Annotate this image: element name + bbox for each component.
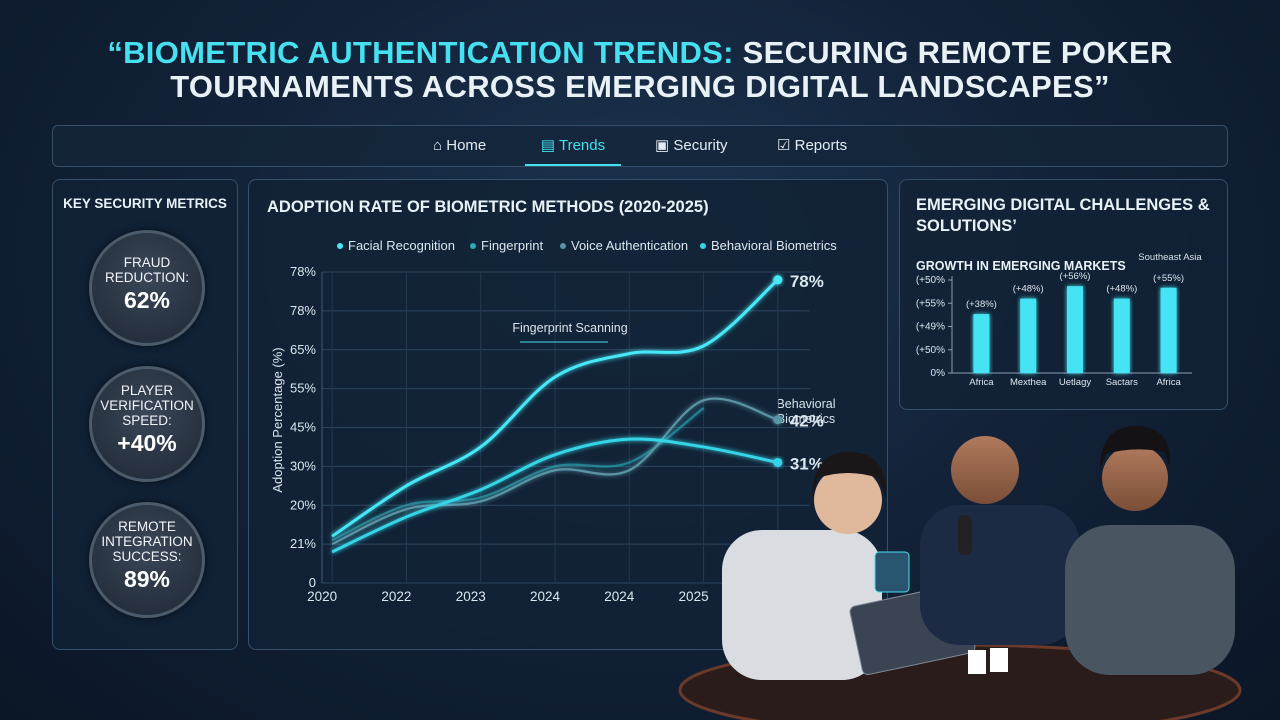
chart-title: GROWTH IN EMERGING MARKETS	[916, 259, 1126, 273]
bar	[973, 314, 990, 373]
end-point	[773, 415, 783, 425]
value-label: 78%	[790, 272, 824, 291]
x-tick-label: 2020	[307, 589, 337, 604]
illustration	[678, 425, 1242, 720]
y-tick-label: 65%	[290, 342, 316, 357]
value-label: 31%	[790, 454, 824, 473]
metric-label: PLAYER VERIFICATION SPEED:	[100, 383, 194, 428]
annotation: Southeast Asia	[1138, 252, 1202, 263]
end-point	[773, 275, 783, 285]
y-tick-label: 55%	[290, 381, 316, 396]
nav-label: Trends	[558, 137, 606, 154]
x-tick-label: Sactars	[1106, 377, 1138, 388]
annotation: Behavioral Biometrics	[776, 397, 836, 426]
legend-label: Behavioral Biometrics	[711, 238, 837, 253]
bar	[1020, 298, 1037, 373]
x-tick-label: 2024	[530, 589, 561, 604]
metric-circle: REMOTE INTEGRATION SUCCESS: 89%	[89, 502, 205, 618]
y-tick-label: (+50%	[916, 275, 945, 286]
series-line	[331, 407, 705, 542]
y-tick-label: 21%	[290, 536, 316, 551]
value-label: (+56%)	[1060, 271, 1091, 282]
title-rest: SECURING REMOTE POKER TOURNAMENTS ACROSS…	[170, 35, 1173, 104]
metric-circle: FRAUD REDUCTION: 62%	[89, 230, 205, 346]
bar	[1160, 287, 1177, 373]
value-label: (+55%)	[1153, 273, 1184, 284]
metrics-panel: KEY SECURITY METRICS FRAUD REDUCTION: 62…	[52, 179, 238, 650]
legend-label: Voice Authentication	[571, 238, 688, 253]
value-label: (+38%)	[966, 299, 997, 310]
y-tick-label: 78%	[290, 264, 316, 279]
annotation: Fingerprint Scanning	[512, 321, 628, 335]
series-line	[331, 278, 779, 538]
nav-security[interactable]: ▣ Security	[655, 137, 728, 154]
x-tick-label: 2022	[381, 589, 411, 604]
metrics-heading: KEY SECURITY METRICS	[63, 196, 227, 211]
x-tick-label: 2025	[679, 589, 709, 604]
metric-value: 62%	[123, 287, 171, 313]
legend-swatch	[560, 243, 566, 249]
page-title: “BIOMETRIC AUTHENTICATION TRENDS: SECURI…	[90, 36, 1190, 104]
y-tick-label: 45%	[290, 420, 316, 435]
series-line	[331, 437, 779, 554]
nav-label: Home	[446, 137, 487, 154]
nav-label: Security	[673, 137, 728, 154]
y-axis-label: Adoption Percentage (%)	[270, 347, 285, 492]
metric-label: REMOTE INTEGRATION SUCCESS:	[101, 519, 193, 564]
chart-title: ADOPTION RATE OF BIOMETRIC METHODS (2020…	[267, 198, 709, 216]
nav-label: Reports	[794, 137, 848, 154]
x-tick-label: 2024	[604, 589, 635, 604]
nav-home[interactable]: ⌂ Home	[433, 137, 487, 154]
x-tick-label: Africa	[969, 377, 994, 388]
series-line	[331, 397, 779, 546]
y-tick-label: 0%	[931, 368, 946, 379]
metric-value: +40%	[117, 430, 177, 456]
y-tick-label: 78%	[290, 303, 316, 318]
x-tick-label: 2023	[456, 589, 486, 604]
legend-swatch	[470, 243, 476, 249]
y-tick-label: (+50%	[916, 345, 945, 356]
metric-circle: PLAYER VERIFICATION SPEED: +40%	[89, 366, 205, 482]
metric-label: FRAUD REDUCTION:	[105, 255, 189, 285]
end-point	[773, 457, 783, 467]
bar	[1067, 286, 1083, 373]
title-highlight: “BIOMETRIC AUTHENTICATION TRENDS:	[107, 35, 734, 70]
value-label: (+48%)	[1106, 284, 1137, 295]
legend-swatch	[337, 243, 343, 249]
y-tick-label: 20%	[290, 497, 316, 512]
x-tick-label: Africa	[1156, 377, 1181, 388]
nav-reports[interactable]: ☑ Reports	[777, 137, 848, 154]
nav-bar: ⌂ Home ▤ Trends ▣ Security ☑ Reports	[52, 125, 1228, 167]
nav-trends[interactable]: ▤ Trends	[525, 126, 621, 166]
value-label: (+48%)	[1013, 284, 1044, 295]
bar	[1113, 298, 1130, 373]
y-tick-label: 0	[309, 575, 316, 590]
legend-swatch	[700, 243, 706, 249]
legend-label: Fingerprint	[481, 238, 544, 253]
y-tick-label: (+49%	[916, 322, 945, 333]
legend-label: Facial Recognition	[348, 238, 455, 253]
x-tick-label: Mexthea	[1010, 377, 1047, 388]
value-label: 42%	[790, 412, 824, 431]
y-tick-label: 30%	[290, 458, 316, 473]
x-tick-label: Uetlagy	[1059, 377, 1091, 388]
y-tick-label: (+55%	[916, 298, 945, 309]
panel-heading: EMERGING DIGITAL CHALLENGES & SOLUTIONS’	[916, 196, 1210, 235]
metric-value: 89%	[123, 566, 171, 592]
